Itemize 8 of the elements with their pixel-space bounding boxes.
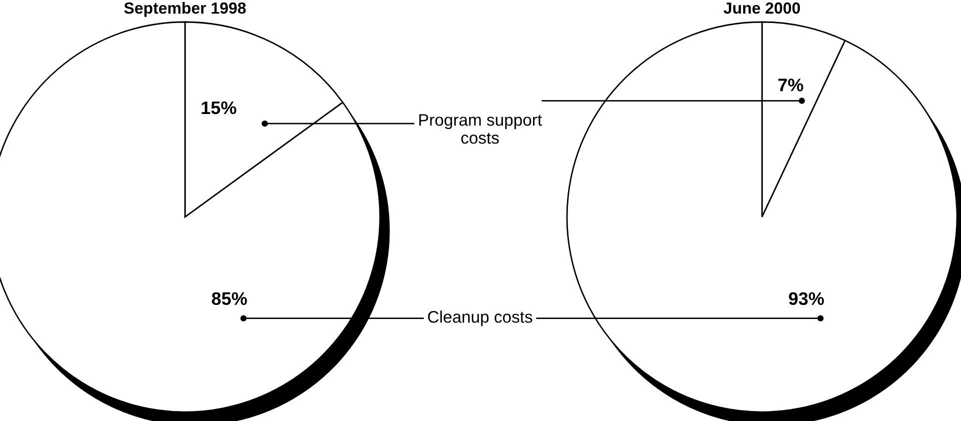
data-label: 7% xyxy=(778,78,804,92)
data-label: 93% xyxy=(788,292,824,306)
slice-label: Program support costs xyxy=(419,114,542,144)
data-label: 85% xyxy=(212,292,247,306)
chart-title: June 2000 xyxy=(724,2,800,14)
slice-label: Cleanup costs xyxy=(428,310,532,326)
data-label: 15% xyxy=(202,101,236,114)
chart-title: September 1998 xyxy=(124,2,246,17)
